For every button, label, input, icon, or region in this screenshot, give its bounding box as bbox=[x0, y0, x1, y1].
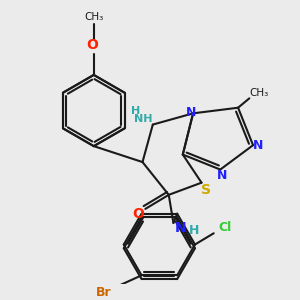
Text: Cl: Cl bbox=[218, 221, 232, 234]
Text: H: H bbox=[131, 106, 141, 116]
Text: N: N bbox=[186, 106, 196, 119]
Text: H: H bbox=[189, 224, 199, 237]
Text: Br: Br bbox=[96, 286, 112, 299]
Text: S: S bbox=[201, 183, 211, 197]
Text: O: O bbox=[132, 207, 144, 220]
Text: CH₃: CH₃ bbox=[249, 88, 268, 98]
Text: N: N bbox=[253, 139, 263, 152]
Text: CH₃: CH₃ bbox=[84, 12, 104, 22]
Text: N: N bbox=[217, 169, 227, 182]
Text: N: N bbox=[175, 220, 187, 235]
Text: NH: NH bbox=[134, 114, 153, 124]
Text: O: O bbox=[86, 38, 98, 52]
